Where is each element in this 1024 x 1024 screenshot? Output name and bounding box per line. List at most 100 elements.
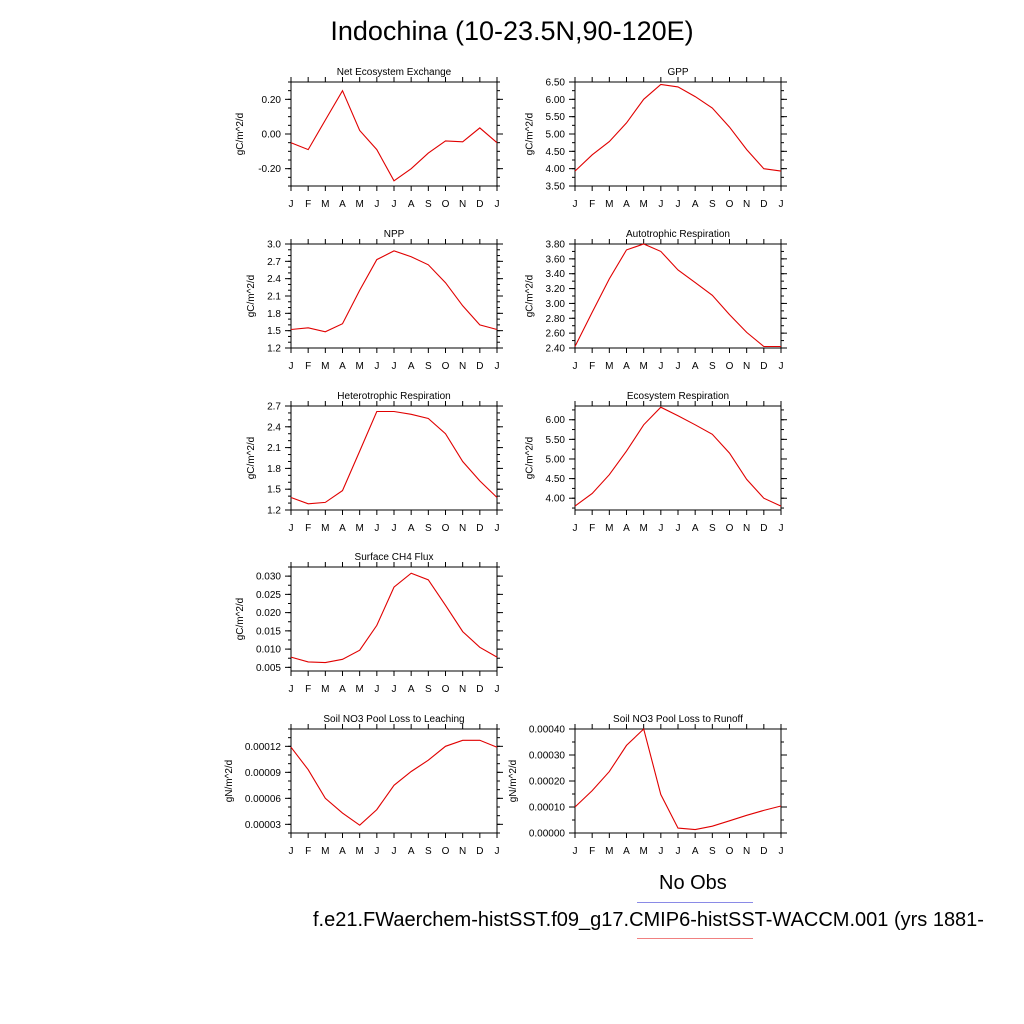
x-tick-label: N <box>743 199 750 210</box>
x-tick-label: J <box>392 523 397 534</box>
y-tick-label: 1.8 <box>267 309 281 320</box>
x-tick-label: M <box>321 846 329 857</box>
x-tick-label: J <box>676 361 681 372</box>
y-tick-label: 5.00 <box>546 130 566 141</box>
y-tick-label: 0.00 <box>262 130 282 141</box>
x-tick-label: S <box>425 361 432 372</box>
y-tick-label: 6.00 <box>546 95 566 106</box>
y-tick-label: 0.00020 <box>529 777 566 788</box>
y-axis-label: gC/m^2/d <box>525 437 536 480</box>
x-tick-label: D <box>476 846 483 857</box>
y-tick-label: 2.40 <box>546 344 566 355</box>
x-tick-label: A <box>692 361 699 372</box>
chart-title: Soil NO3 Pool Loss to Leaching <box>323 714 464 725</box>
x-tick-label: J <box>779 199 784 210</box>
x-tick-label: O <box>442 684 450 695</box>
x-tick-label: N <box>459 523 466 534</box>
chart-title: Surface CH4 Flux <box>355 552 434 563</box>
chart-title: Autotrophic Respiration <box>626 229 730 240</box>
chart-title: Ecosystem Respiration <box>627 391 729 402</box>
x-tick-label: S <box>425 523 432 534</box>
y-tick-label: 1.5 <box>267 326 281 337</box>
x-tick-label: A <box>339 361 346 372</box>
y-tick-label: 0.00000 <box>529 829 566 840</box>
x-tick-label: J <box>289 361 294 372</box>
x-tick-label: J <box>779 846 784 857</box>
series-line <box>290 410 498 505</box>
x-tick-label: J <box>495 523 500 534</box>
y-tick-label: 1.8 <box>267 464 281 475</box>
series-line <box>290 739 498 826</box>
x-tick-label: S <box>709 846 716 857</box>
plot-frame <box>574 728 782 834</box>
y-tick-label: 0.00003 <box>245 820 282 831</box>
y-tick-label: 0.010 <box>256 645 281 656</box>
x-tick-label: J <box>573 846 578 857</box>
y-tick-label: 5.00 <box>546 454 566 465</box>
x-tick-label: D <box>760 199 767 210</box>
x-tick-label: M <box>355 361 363 372</box>
x-tick-label: J <box>658 361 663 372</box>
y-tick-label: 3.0 <box>267 240 281 251</box>
y-axis-label: gN/m^2/d <box>224 760 235 803</box>
x-tick-label: M <box>321 523 329 534</box>
x-tick-label: J <box>289 684 294 695</box>
x-tick-label: A <box>339 846 346 857</box>
x-tick-label: A <box>339 684 346 695</box>
x-tick-label: F <box>589 199 595 210</box>
x-tick-label: J <box>676 199 681 210</box>
x-tick-label: M <box>605 361 613 372</box>
legend-obs-label: No Obs <box>659 872 727 894</box>
x-tick-label: A <box>623 361 630 372</box>
x-tick-label: J <box>289 523 294 534</box>
chart-title: GPP <box>667 67 688 78</box>
x-tick-label: J <box>374 523 379 534</box>
y-axis-label: gC/m^2/d <box>525 275 536 318</box>
x-tick-label: A <box>339 199 346 210</box>
y-tick-label: 2.1 <box>267 443 281 454</box>
y-axis-label: gC/m^2/d <box>246 437 257 480</box>
x-tick-label: M <box>321 684 329 695</box>
y-axis-label: gC/m^2/d <box>235 113 246 156</box>
y-tick-label: 6.00 <box>546 415 566 426</box>
legend-obs-line <box>637 902 753 903</box>
x-tick-label: A <box>623 523 630 534</box>
chart-title: NPP <box>384 229 405 240</box>
x-tick-label: F <box>589 846 595 857</box>
y-tick-label: 6.50 <box>546 78 566 89</box>
x-tick-label: J <box>676 846 681 857</box>
legend-model-line <box>637 938 753 939</box>
x-tick-label: J <box>658 199 663 210</box>
x-tick-label: M <box>639 523 647 534</box>
x-tick-label: N <box>743 361 750 372</box>
y-tick-label: 2.4 <box>267 274 281 285</box>
x-tick-label: F <box>305 361 311 372</box>
x-tick-label: M <box>605 846 613 857</box>
x-tick-label: F <box>305 684 311 695</box>
x-tick-label: J <box>779 361 784 372</box>
x-tick-label: D <box>476 361 483 372</box>
y-tick-label: 4.00 <box>546 494 566 505</box>
y-tick-label: 4.50 <box>546 474 566 485</box>
y-tick-label: 2.4 <box>267 422 281 433</box>
x-tick-label: J <box>374 684 379 695</box>
x-tick-label: J <box>495 361 500 372</box>
chart-title: Net Ecosystem Exchange <box>337 67 452 78</box>
x-tick-label: M <box>355 523 363 534</box>
y-tick-label: 1.2 <box>267 344 281 355</box>
x-tick-label: A <box>623 199 630 210</box>
x-tick-label: S <box>709 199 716 210</box>
x-tick-label: F <box>305 846 311 857</box>
x-tick-label: M <box>639 199 647 210</box>
y-axis-label: gC/m^2/d <box>246 275 257 318</box>
y-tick-label: 3.00 <box>546 299 566 310</box>
series-line <box>290 572 498 664</box>
y-tick-label: 0.025 <box>256 590 281 601</box>
series-line <box>574 727 782 831</box>
series-line <box>574 83 782 172</box>
